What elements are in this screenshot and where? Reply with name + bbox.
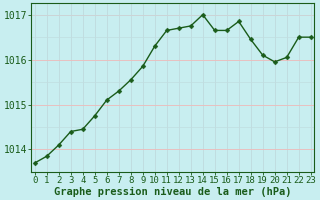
- X-axis label: Graphe pression niveau de la mer (hPa): Graphe pression niveau de la mer (hPa): [54, 186, 292, 197]
